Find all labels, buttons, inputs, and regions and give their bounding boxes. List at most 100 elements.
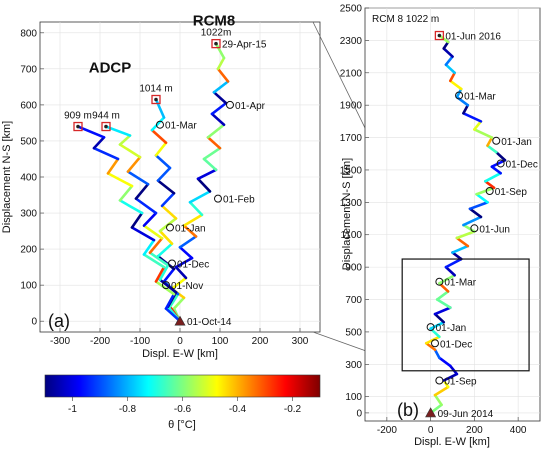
trajectory-segment <box>214 42 226 60</box>
trajectory-segment <box>206 136 222 150</box>
trajectory-segment <box>160 204 178 220</box>
trajectory-segment <box>154 141 168 157</box>
date-marker <box>455 91 464 100</box>
panel-b-x-ticks: -200 0 200 400 <box>377 417 527 436</box>
trajectory-segment <box>188 190 212 204</box>
trajectory-segment <box>444 257 463 269</box>
trajectory-segment <box>196 177 212 193</box>
y-tick-label: 700 <box>345 295 362 306</box>
y-tick-label: 300 <box>345 360 362 371</box>
trajectory-segment <box>126 170 150 186</box>
x-tick-label: 400 <box>510 425 527 436</box>
trajectory-segment <box>118 143 142 159</box>
trajectory-segment <box>433 306 452 316</box>
trajectory-segment <box>438 356 452 368</box>
date-label: 01-Jan <box>175 223 206 234</box>
x-tick-label: 0 <box>428 425 434 436</box>
trajectory-segment <box>468 207 483 219</box>
y-tick-label: 800 <box>20 28 37 39</box>
y-tick-label: 400 <box>20 173 37 184</box>
trajectory-segment <box>106 172 134 188</box>
date-marker <box>492 136 501 145</box>
panel-a-ylabel: Displacement N-S [km] <box>1 121 13 233</box>
trajectory-segment <box>433 312 446 324</box>
trajectory-segment <box>156 179 176 195</box>
trajectory-segment <box>216 67 230 83</box>
y-tick-label: 1100 <box>340 230 362 241</box>
series-name-label: 909 m <box>64 111 92 122</box>
x-tick-label: 300 <box>292 336 309 347</box>
x-tick-label: 200 <box>252 336 269 347</box>
trajectory-segment <box>118 134 132 146</box>
date-marker <box>426 323 435 332</box>
zoom-box-rect <box>401 258 530 372</box>
trajectory-segment <box>462 111 483 123</box>
colorbar-tick-label: -0.4 <box>229 404 247 415</box>
y-tick-label: 600 <box>20 100 37 111</box>
trajectory-end-dot <box>154 97 158 102</box>
panel-b-label: (b) <box>397 400 419 420</box>
trajectory-segment <box>435 290 450 301</box>
trajectory-segment <box>182 224 198 238</box>
series-end-label: 29-Apr-15 <box>222 40 267 51</box>
trajectory-segment <box>429 320 446 330</box>
trajectory-segment <box>475 186 496 196</box>
trajectory-end-marker <box>101 121 111 132</box>
date-label: 01-Jun <box>479 224 510 235</box>
trajectory-segment <box>178 235 198 249</box>
trajectory-segment <box>160 191 176 208</box>
series-name-label: 1014 m <box>139 84 172 95</box>
panel-a-grid <box>40 22 320 332</box>
start-label: 09-Jun 2014 <box>438 409 494 420</box>
series-name-label: 1022m <box>201 28 232 39</box>
trajectory-segment <box>148 251 170 267</box>
trajectory-segment <box>154 265 166 283</box>
trajectory-segment <box>118 199 144 215</box>
trajectory-segment <box>134 182 150 200</box>
y-tick-label: 0 <box>31 317 37 328</box>
trajectory-segment <box>154 280 176 296</box>
trajectory-segment <box>210 112 226 127</box>
trajectory-segment <box>156 242 174 258</box>
trajectory-end-dot <box>104 124 108 129</box>
trajectory-segment <box>142 211 158 227</box>
trajectory-end-dot <box>76 124 80 129</box>
series-name-label: 944 m <box>92 111 120 122</box>
trajectory-segment <box>134 197 158 215</box>
trajectory-segment <box>168 292 180 309</box>
trajectory-segment <box>212 90 228 105</box>
x-tick-label: 0 <box>177 336 183 347</box>
trajectory-segment <box>178 245 194 260</box>
trajectory-segment <box>490 158 507 169</box>
date-marker <box>435 277 444 286</box>
trajectory-segment <box>494 150 507 162</box>
date-marker <box>431 339 439 348</box>
trajectory-segment <box>92 136 106 150</box>
panel-b-grid <box>365 7 540 421</box>
trajectory-segment <box>455 236 470 248</box>
date-label: 01-Mar <box>444 278 476 289</box>
trajectory-segment <box>435 298 452 309</box>
trajectory-segment <box>462 215 483 227</box>
date-label: 01-Sep <box>495 187 528 198</box>
y-tick-label: 900 <box>345 263 362 274</box>
start-marker <box>174 315 186 326</box>
trajectory-segment <box>130 226 156 242</box>
trajectory-end-dot <box>437 33 442 38</box>
date-label: 01-Jan <box>436 323 467 334</box>
colorbar-tick-label: -0.6 <box>174 404 192 415</box>
y-tick-label: 1500 <box>340 165 363 176</box>
trajectory-segment <box>162 267 176 283</box>
x-tick-label: 100 <box>212 336 229 347</box>
y-tick-label: 0 <box>356 408 362 419</box>
colorbar-tick-label: -1 <box>68 404 77 415</box>
trajectory-segment <box>442 372 459 382</box>
trajectory-segment <box>468 201 489 211</box>
trajectory-segment <box>444 63 456 75</box>
date-marker <box>166 223 174 232</box>
trajectory-segment <box>142 253 166 269</box>
y-tick-label: 300 <box>20 209 37 220</box>
trajectory-segment <box>210 101 228 116</box>
trajectory-segment <box>150 128 168 145</box>
date-label: 01-Mar <box>165 121 197 132</box>
